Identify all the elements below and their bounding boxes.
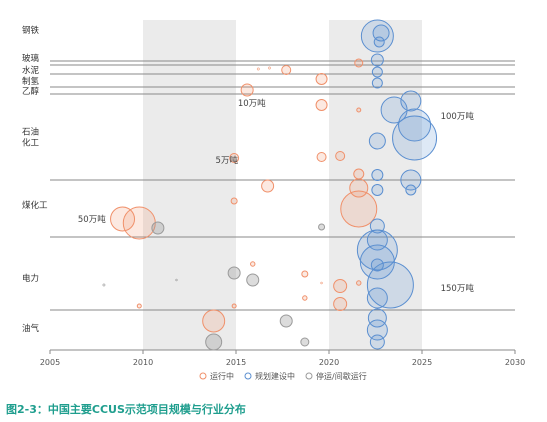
category-label: 石油	[22, 127, 39, 138]
data-bubble	[368, 132, 386, 150]
data-bubble	[400, 169, 422, 191]
data-bubble	[231, 303, 237, 309]
category-label: 乙醇	[22, 86, 40, 97]
size-annotation: 5万吨	[216, 155, 239, 166]
shaded-period-band	[143, 20, 236, 350]
data-bubble	[136, 303, 142, 309]
x-tick-label: 2005	[40, 358, 60, 367]
data-bubble	[202, 309, 226, 333]
x-tick-label: 2015	[226, 358, 246, 367]
legend-marker	[199, 372, 207, 380]
category-label: 电力	[22, 273, 39, 284]
category-label: 油气	[22, 323, 40, 334]
legend-label: 规划建设中	[255, 371, 295, 381]
legend-marker	[244, 372, 252, 380]
legend-label: 停运/间歇运行	[316, 371, 367, 381]
data-bubble	[240, 83, 254, 97]
data-bubble	[405, 184, 417, 196]
data-bubble	[230, 197, 238, 205]
x-tick-label: 2030	[505, 358, 525, 367]
data-bubble	[246, 273, 260, 287]
data-bubble	[151, 221, 165, 235]
data-bubble	[370, 53, 384, 67]
x-tick-label: 2010	[133, 358, 153, 367]
data-bubble	[175, 278, 178, 282]
data-bubble	[371, 169, 384, 181]
data-bubble	[349, 178, 369, 198]
data-bubble	[300, 337, 310, 347]
category-label: 玻璃	[22, 53, 40, 64]
size-annotation: 10万吨	[238, 98, 266, 109]
x-tick-label: 2025	[412, 358, 432, 367]
data-bubble	[318, 223, 326, 231]
data-bubble	[261, 179, 275, 193]
legend-marker	[305, 372, 313, 380]
data-bubble	[279, 314, 293, 328]
size-annotation: 50万吨	[78, 214, 106, 225]
data-bubble	[392, 115, 438, 161]
data-bubble	[400, 90, 422, 112]
data-bubble	[366, 261, 414, 309]
data-bubble	[110, 206, 136, 232]
data-bubble	[333, 279, 348, 293]
data-bubble	[281, 65, 292, 75]
data-bubble	[354, 58, 364, 68]
data-bubble	[359, 244, 395, 280]
data-bubble	[335, 151, 346, 161]
data-bubble	[370, 258, 384, 272]
legend-label: 运行中	[210, 371, 234, 381]
data-bubble	[256, 67, 260, 71]
data-bubble	[316, 152, 327, 162]
data-bubble	[320, 281, 323, 285]
data-bubble	[371, 77, 383, 89]
data-bubble	[301, 270, 309, 278]
data-bubble	[366, 229, 388, 251]
data-bubble	[373, 36, 385, 48]
category-label: 制氢	[22, 76, 40, 87]
category-label: 化工	[22, 138, 40, 149]
data-bubble	[371, 184, 384, 196]
data-bubble	[398, 108, 432, 142]
data-bubble	[367, 308, 387, 328]
data-bubble	[360, 19, 394, 53]
data-bubble	[340, 190, 378, 228]
data-bubble	[315, 99, 328, 111]
data-bubble	[227, 266, 241, 280]
data-bubble	[102, 283, 106, 287]
size-annotation: 100万吨	[441, 111, 475, 122]
figure-caption: 图2-3：中国主要CCUS示范项目规模与行业分布	[6, 403, 246, 416]
x-tick-label: 2020	[319, 358, 339, 367]
data-bubble	[356, 280, 362, 286]
data-bubble	[250, 261, 256, 267]
data-bubble	[333, 297, 348, 311]
data-bubble	[315, 73, 328, 85]
data-bubble	[369, 334, 385, 350]
data-bubble	[369, 218, 385, 234]
data-bubble	[229, 153, 240, 163]
category-label: 煤化工	[22, 200, 48, 211]
data-bubble	[356, 107, 362, 113]
category-label: 钢铁	[22, 25, 40, 36]
size-annotation: 150万吨	[441, 283, 475, 294]
data-bubble	[371, 66, 383, 78]
data-bubble	[302, 295, 308, 301]
data-bubble	[353, 168, 365, 180]
data-bubble	[268, 66, 271, 70]
category-label: 水泥	[22, 65, 40, 76]
data-bubble	[205, 333, 223, 351]
plot-area	[50, 20, 515, 350]
data-bubble	[366, 287, 388, 309]
